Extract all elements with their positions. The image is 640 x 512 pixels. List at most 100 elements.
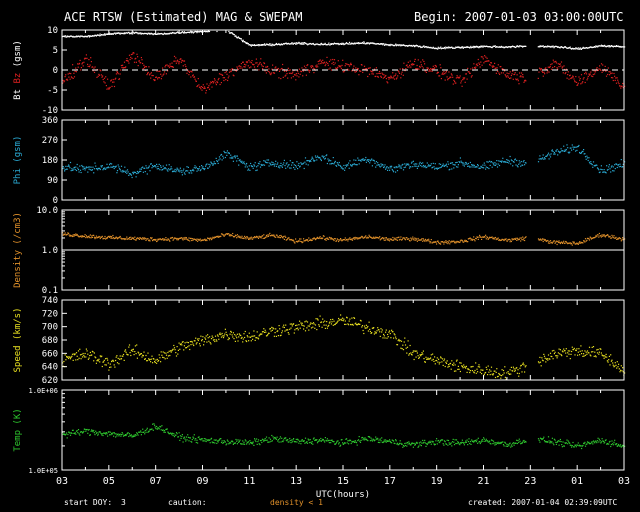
bz-point [342, 59, 344, 61]
density-point [432, 242, 434, 244]
phi-point [298, 162, 300, 165]
bz-point [135, 57, 137, 59]
temp-point [230, 442, 232, 444]
temp-point [341, 439, 343, 441]
bt-point [342, 42, 344, 44]
bz-point [358, 70, 361, 72]
phi-point [275, 160, 277, 162]
phi-point [559, 151, 561, 153]
density-point [381, 238, 383, 240]
speed-point [269, 328, 272, 330]
density-point [208, 237, 210, 239]
temp-point [261, 441, 263, 444]
density-point [576, 242, 578, 244]
speed-point [214, 335, 217, 337]
density-point [91, 235, 93, 237]
density-point [549, 242, 551, 244]
speed-point [472, 365, 474, 368]
speed-point [153, 358, 155, 360]
temp-point [259, 440, 262, 442]
density-point [565, 240, 567, 243]
phi-point [363, 159, 366, 161]
temp-point [154, 424, 156, 426]
bz-point [613, 72, 615, 75]
temp-point [551, 441, 553, 443]
bt-point [594, 46, 596, 48]
speed-point [502, 374, 504, 376]
bt-point [555, 45, 557, 47]
phi-point [357, 157, 359, 159]
bz-point [248, 59, 250, 61]
phi-point [475, 166, 477, 168]
bz-point [502, 68, 504, 70]
phi-point [209, 166, 211, 168]
temp-point [414, 444, 416, 446]
density-point [512, 239, 514, 241]
density-point [233, 236, 235, 238]
phi-point [504, 161, 506, 163]
bt-point [575, 47, 577, 49]
density-point [161, 239, 163, 241]
density-point [314, 238, 316, 240]
speed-point [450, 368, 452, 370]
bz-point [207, 87, 209, 89]
phi-point [128, 174, 130, 176]
bz-point [418, 68, 420, 70]
speed-point [285, 324, 287, 326]
speed-point [369, 330, 371, 333]
phi-point [411, 161, 413, 163]
density-point [328, 238, 330, 240]
phi-point [71, 169, 74, 171]
speed-point [424, 361, 426, 363]
temp-point [285, 437, 287, 439]
bt-point [415, 45, 417, 47]
temp-point [145, 431, 147, 433]
phi-point [304, 161, 306, 163]
temp-point [320, 437, 322, 440]
bt-point [308, 43, 311, 45]
bt-point [123, 33, 125, 35]
temp-point [74, 432, 76, 434]
phi-point [219, 158, 221, 160]
density-point [377, 237, 379, 239]
speed-point [281, 330, 283, 332]
temp-point [561, 446, 563, 448]
temp-point [273, 437, 275, 439]
density-point [71, 235, 73, 237]
phi-point [590, 161, 592, 163]
bz-point [202, 84, 204, 86]
temp-point [438, 439, 440, 442]
density-point [126, 236, 128, 238]
bt-point [228, 30, 230, 33]
temp-point [169, 433, 171, 435]
density-point [62, 232, 64, 234]
phi-point [596, 164, 598, 166]
bt-point [142, 33, 144, 35]
density-point [384, 237, 386, 239]
phi-point [246, 162, 248, 165]
temp-point [225, 444, 227, 446]
bt-point [476, 46, 478, 48]
bz-point [542, 71, 544, 73]
temp-point [132, 436, 134, 438]
phi-point [261, 164, 263, 166]
bz-point [510, 74, 512, 77]
temp-point [94, 434, 96, 436]
speed-point [440, 357, 442, 359]
phi-point [243, 161, 245, 163]
temp-point [389, 440, 391, 443]
bz-point [473, 63, 475, 65]
temp-point [68, 431, 70, 433]
bt-point [271, 45, 273, 47]
temp-point [437, 440, 439, 442]
temp-point [371, 440, 373, 442]
temp-point [211, 441, 213, 443]
speed-point [373, 327, 375, 329]
bz-point [72, 77, 74, 79]
density-point [477, 236, 479, 238]
temp-point [451, 445, 453, 447]
density-point [154, 238, 156, 241]
phi-point [440, 163, 442, 165]
phi-point [584, 153, 586, 155]
speed-point [301, 322, 303, 324]
